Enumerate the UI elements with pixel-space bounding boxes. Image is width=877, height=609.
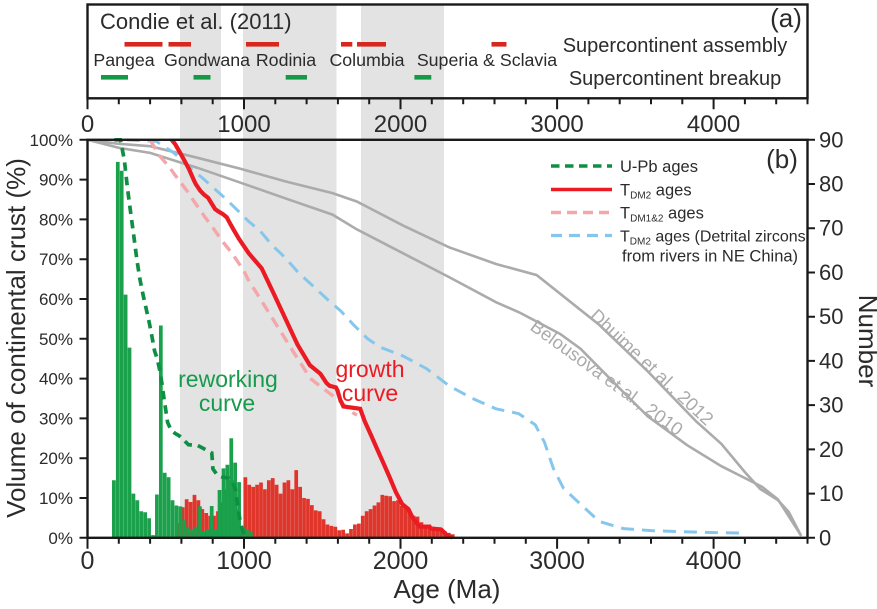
- svg-text:Gondwana: Gondwana: [164, 50, 250, 70]
- svg-text:80%: 80%: [39, 210, 73, 229]
- svg-text:0: 0: [81, 111, 94, 138]
- svg-text:70%: 70%: [39, 250, 73, 269]
- svg-text:70: 70: [819, 216, 843, 241]
- svg-text:20%: 20%: [39, 449, 73, 468]
- svg-text:10: 10: [819, 481, 843, 506]
- svg-text:2000: 2000: [373, 547, 429, 575]
- svg-text:100%: 100%: [30, 131, 73, 150]
- svg-text:Age (Ma): Age (Ma): [394, 574, 501, 604]
- svg-text:TDM2 ages (Detrital zircons: TDM2 ages (Detrital zircons: [620, 229, 806, 248]
- svg-text:0: 0: [819, 525, 831, 550]
- svg-text:0: 0: [81, 547, 95, 575]
- svg-text:curve: curve: [342, 380, 398, 406]
- svg-text:30%: 30%: [39, 409, 73, 428]
- svg-text:10%: 10%: [39, 489, 73, 508]
- svg-text:90: 90: [819, 127, 843, 152]
- svg-text:Rodinia: Rodinia: [256, 50, 316, 70]
- svg-text:50: 50: [819, 304, 843, 329]
- svg-text:60: 60: [819, 260, 843, 285]
- svg-text:3000: 3000: [529, 547, 585, 575]
- svg-text:Supercontinent breakup: Supercontinent breakup: [569, 68, 781, 90]
- svg-text:(b): (b): [766, 144, 798, 174]
- svg-text:curve: curve: [199, 390, 255, 416]
- svg-text:80: 80: [819, 172, 843, 197]
- svg-text:20: 20: [819, 437, 843, 462]
- svg-text:1000: 1000: [217, 111, 270, 138]
- svg-text:30: 30: [819, 393, 843, 418]
- svg-text:Pangea: Pangea: [93, 50, 154, 70]
- svg-text:reworking: reworking: [178, 366, 278, 392]
- svg-text:(a): (a): [770, 3, 802, 33]
- svg-text:2000: 2000: [374, 111, 427, 138]
- svg-text:4000: 4000: [686, 547, 742, 575]
- svg-text:Columbia: Columbia: [329, 50, 404, 70]
- svg-text:Volume of continental crust (%: Volume of continental crust (%): [1, 158, 31, 518]
- svg-text:U-Pb ages: U-Pb ages: [620, 158, 698, 176]
- svg-text:3000: 3000: [530, 111, 583, 138]
- svg-text:50%: 50%: [39, 330, 73, 349]
- svg-text:4000: 4000: [687, 111, 740, 138]
- svg-text:Number: Number: [853, 295, 877, 388]
- svg-text:Superia & Sclavia: Superia & Sclavia: [417, 50, 557, 70]
- svg-text:90%: 90%: [39, 171, 73, 190]
- svg-text:40: 40: [819, 348, 843, 373]
- svg-text:60%: 60%: [39, 290, 73, 309]
- svg-text:from rivers in NE China): from rivers in NE China): [622, 248, 798, 266]
- svg-text:Condie et al. (2011): Condie et al. (2011): [100, 9, 292, 34]
- svg-text:40%: 40%: [39, 370, 73, 389]
- svg-text:1000: 1000: [216, 547, 272, 575]
- svg-text:growth: growth: [335, 356, 404, 382]
- svg-text:Supercontinent assembly: Supercontinent assembly: [563, 35, 788, 57]
- svg-text:0%: 0%: [48, 529, 73, 548]
